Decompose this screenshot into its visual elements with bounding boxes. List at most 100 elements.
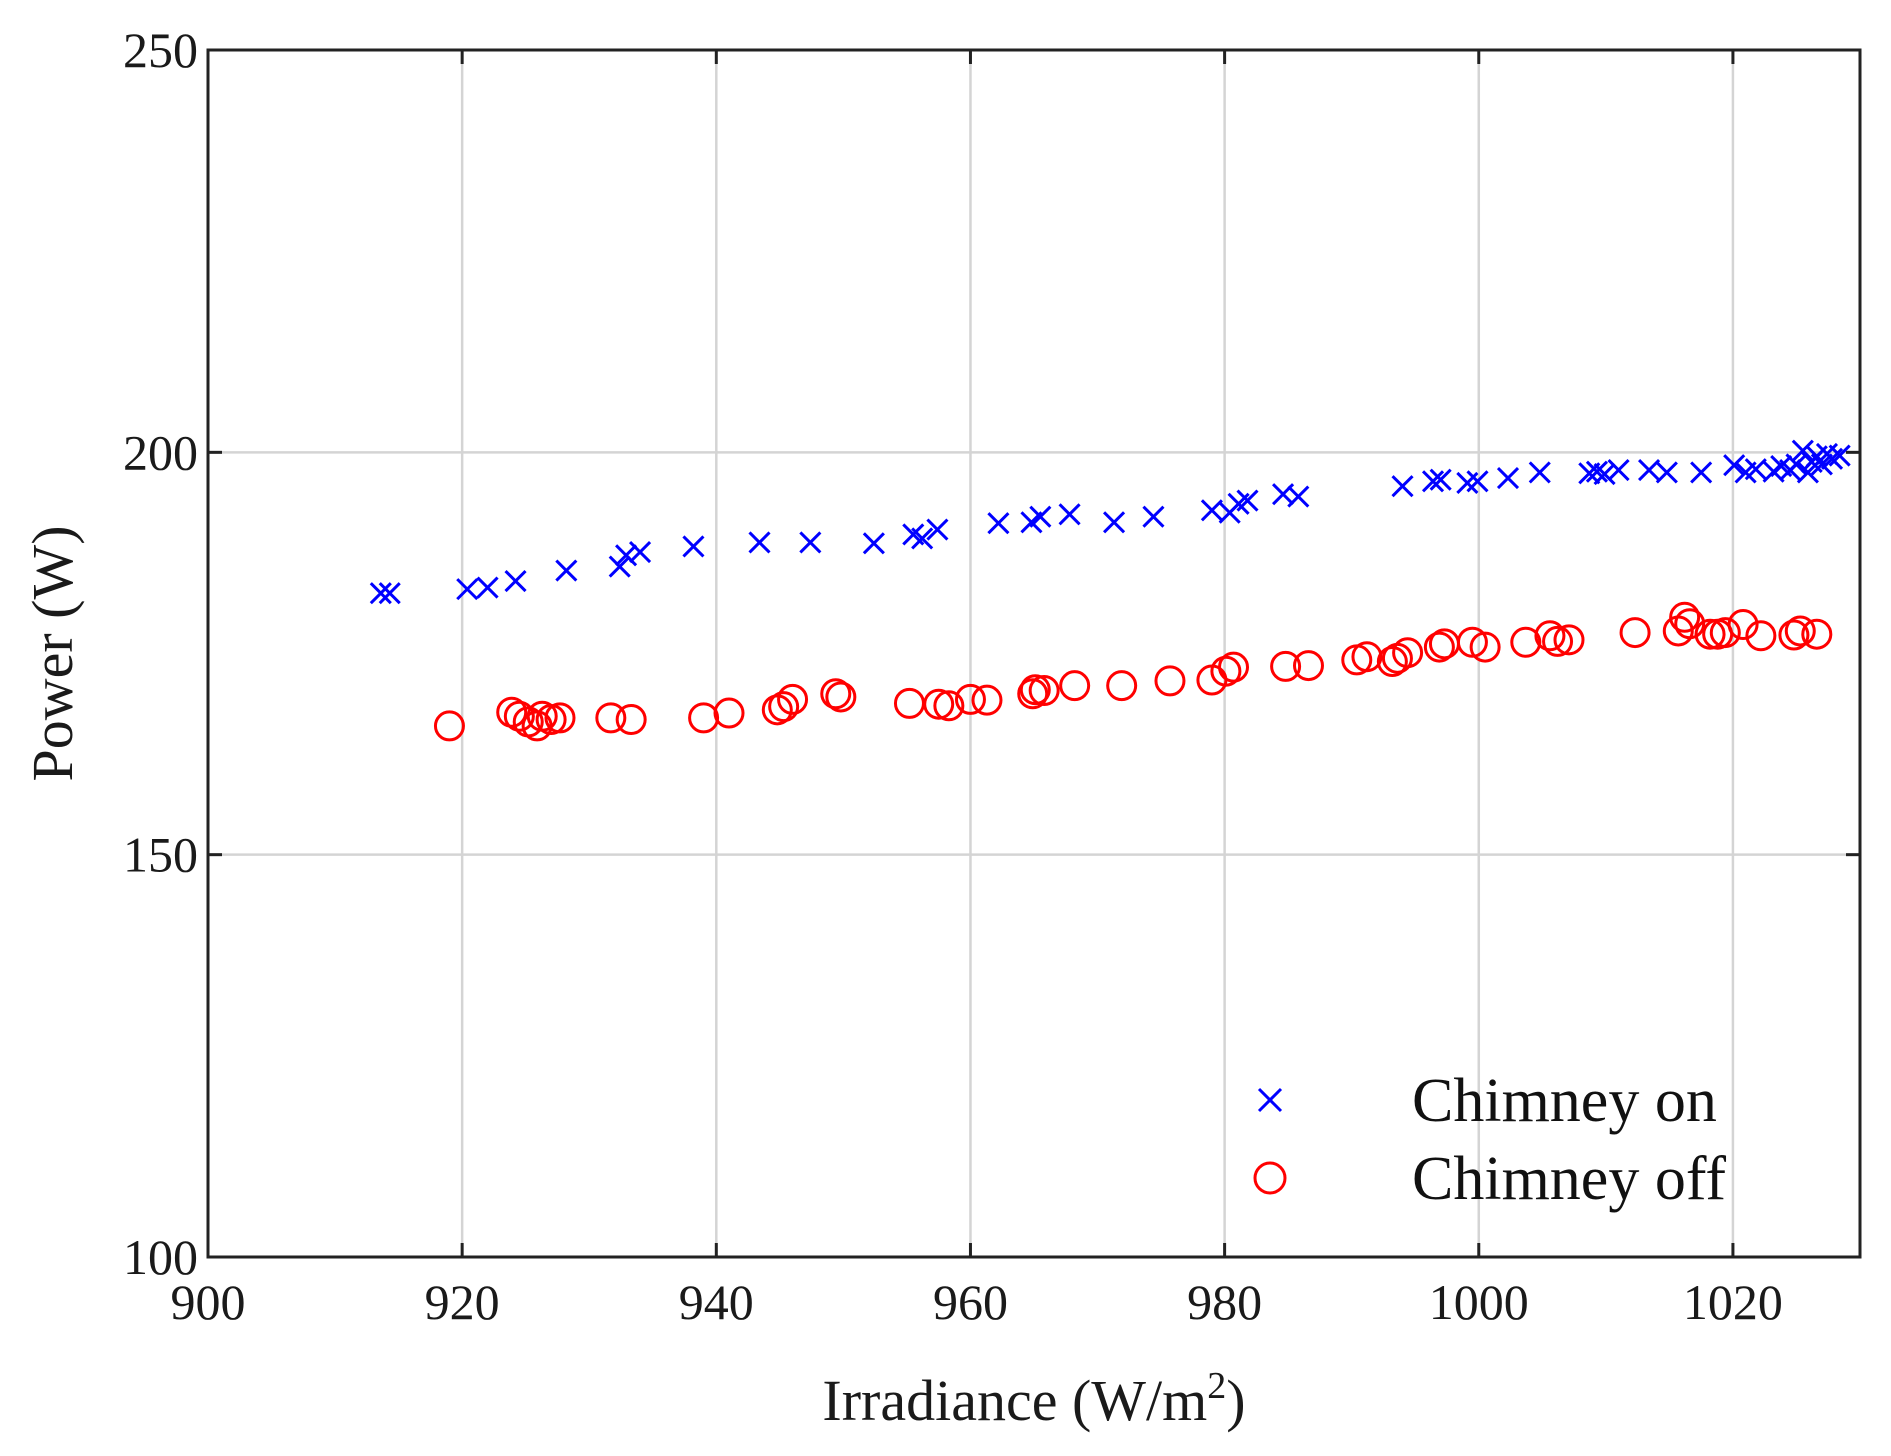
- point-chimney-off: [1709, 617, 1741, 649]
- legend-circle-icon: [1253, 1161, 1287, 1195]
- point-chimney-off: [503, 700, 535, 732]
- x-axis-label-text: Irradiance (W/m: [822, 1368, 1207, 1433]
- point-chimney-off: [1292, 650, 1324, 682]
- y-axis-label: Power (W): [20, 525, 85, 781]
- y-tick-label: 150: [123, 827, 198, 883]
- x-tick-label: 940: [679, 1274, 754, 1330]
- point-chimney-off: [1694, 618, 1726, 650]
- point-chimney-on: [1466, 470, 1489, 493]
- point-chimney-on: [1585, 460, 1609, 483]
- point-chimney-off: [433, 710, 465, 742]
- legend-marker-chimney-on: [1257, 1087, 1283, 1113]
- legend-label-chimney-on: Chimney on: [1412, 1067, 1717, 1135]
- point-chimney-off: [1778, 619, 1810, 651]
- point-chimney-off: [1745, 620, 1777, 652]
- point-chimney-on: [926, 518, 949, 541]
- x-tick-label: 980: [1187, 1274, 1262, 1330]
- point-chimney-on: [1828, 444, 1851, 467]
- point-chimney-on: [1637, 458, 1661, 482]
- point-chimney-on: [1744, 458, 1767, 481]
- point-chimney-off: [893, 687, 925, 719]
- point-chimney-on: [456, 578, 479, 601]
- point-chimney-on: [1655, 461, 1678, 484]
- point-chimney-on: [1421, 470, 1445, 493]
- point-chimney-off: [1270, 650, 1302, 682]
- point-chimney-off: [1028, 675, 1060, 707]
- legend: Chimney on Chimney off: [1253, 1067, 1726, 1213]
- x-axis-label: Irradiance (W/m2): [822, 1365, 1245, 1433]
- point-chimney-off: [1376, 646, 1408, 678]
- point-chimney-on: [476, 576, 499, 599]
- point-chimney-off: [954, 683, 986, 715]
- point-chimney-off: [615, 703, 647, 735]
- point-chimney-on: [615, 544, 638, 567]
- point-chimney-off: [1619, 617, 1651, 649]
- point-chimney-on: [1723, 454, 1746, 477]
- x-tick-label: 1000: [1429, 1274, 1529, 1330]
- point-chimney-off: [1017, 678, 1049, 710]
- point-chimney-off: [1542, 625, 1574, 657]
- point-chimney-on: [504, 570, 527, 593]
- data-points: [369, 439, 1851, 742]
- x-tick-label: 920: [425, 1274, 500, 1330]
- point-chimney-off: [1553, 624, 1585, 656]
- x-axis-label-superscript: 2: [1207, 1365, 1226, 1407]
- x-tick-label: 900: [171, 1274, 246, 1330]
- point-chimney-on: [748, 531, 771, 554]
- plot-frame: [206, 48, 1862, 1259]
- point-chimney-off: [1534, 620, 1566, 652]
- point-chimney-off: [761, 694, 793, 726]
- y-tick-label: 250: [123, 22, 198, 78]
- point-chimney-on: [1102, 511, 1126, 534]
- point-chimney-off: [1218, 651, 1250, 683]
- point-chimney-on: [1607, 458, 1630, 482]
- x-tick-label: 1020: [1683, 1274, 1783, 1330]
- point-chimney-off: [1669, 601, 1701, 633]
- point-chimney-off: [971, 684, 1003, 716]
- point-chimney-on: [1391, 475, 1414, 498]
- point-chimney-on: [555, 559, 578, 582]
- point-chimney-on: [1810, 453, 1833, 476]
- point-chimney-off: [1019, 674, 1051, 706]
- point-chimney-on: [1496, 467, 1520, 490]
- point-chimney-on: [1820, 447, 1844, 470]
- point-chimney-on: [1058, 503, 1081, 526]
- point-chimney-off: [1423, 631, 1455, 663]
- x-axis-label-suffix: ): [1226, 1368, 1245, 1433]
- point-chimney-off: [688, 702, 720, 734]
- point-chimney-on: [799, 531, 822, 554]
- point-chimney-off: [820, 678, 852, 710]
- point-chimney-on: [1236, 489, 1259, 512]
- point-chimney-off: [1784, 615, 1816, 647]
- point-chimney-on: [682, 535, 705, 558]
- point-chimney-off: [923, 688, 955, 720]
- point-chimney-on: [1690, 461, 1713, 484]
- y-tick-label: 100: [123, 1229, 198, 1285]
- point-chimney-off: [768, 691, 800, 723]
- y-tick-label: 200: [123, 424, 198, 480]
- point-chimney-off: [1351, 641, 1383, 673]
- point-chimney-off: [1674, 608, 1706, 640]
- point-chimney-off: [595, 702, 627, 734]
- point-chimney-off: [1059, 670, 1091, 702]
- point-chimney-on: [987, 512, 1010, 535]
- point-chimney-on: [629, 541, 652, 564]
- point-chimney-off: [1106, 670, 1138, 702]
- point-chimney-on: [369, 582, 392, 605]
- point-chimney-off: [713, 697, 745, 729]
- legend-label-chimney-off: Chimney off: [1412, 1145, 1726, 1213]
- x-tick-label: 960: [933, 1274, 1008, 1330]
- point-chimney-off: [825, 681, 857, 713]
- legend-x-icon: [1257, 1087, 1283, 1113]
- point-chimney-off: [544, 702, 576, 734]
- point-chimney-on: [1287, 485, 1310, 508]
- point-chimney-on: [378, 582, 401, 605]
- point-chimney-on: [1528, 461, 1551, 484]
- point-chimney-off: [1510, 626, 1542, 658]
- point-chimney-on: [1200, 499, 1223, 522]
- point-chimney-on: [608, 555, 631, 578]
- point-chimney-on: [1791, 439, 1814, 462]
- point-chimney-on: [1593, 462, 1616, 486]
- point-chimney-on: [1029, 505, 1052, 528]
